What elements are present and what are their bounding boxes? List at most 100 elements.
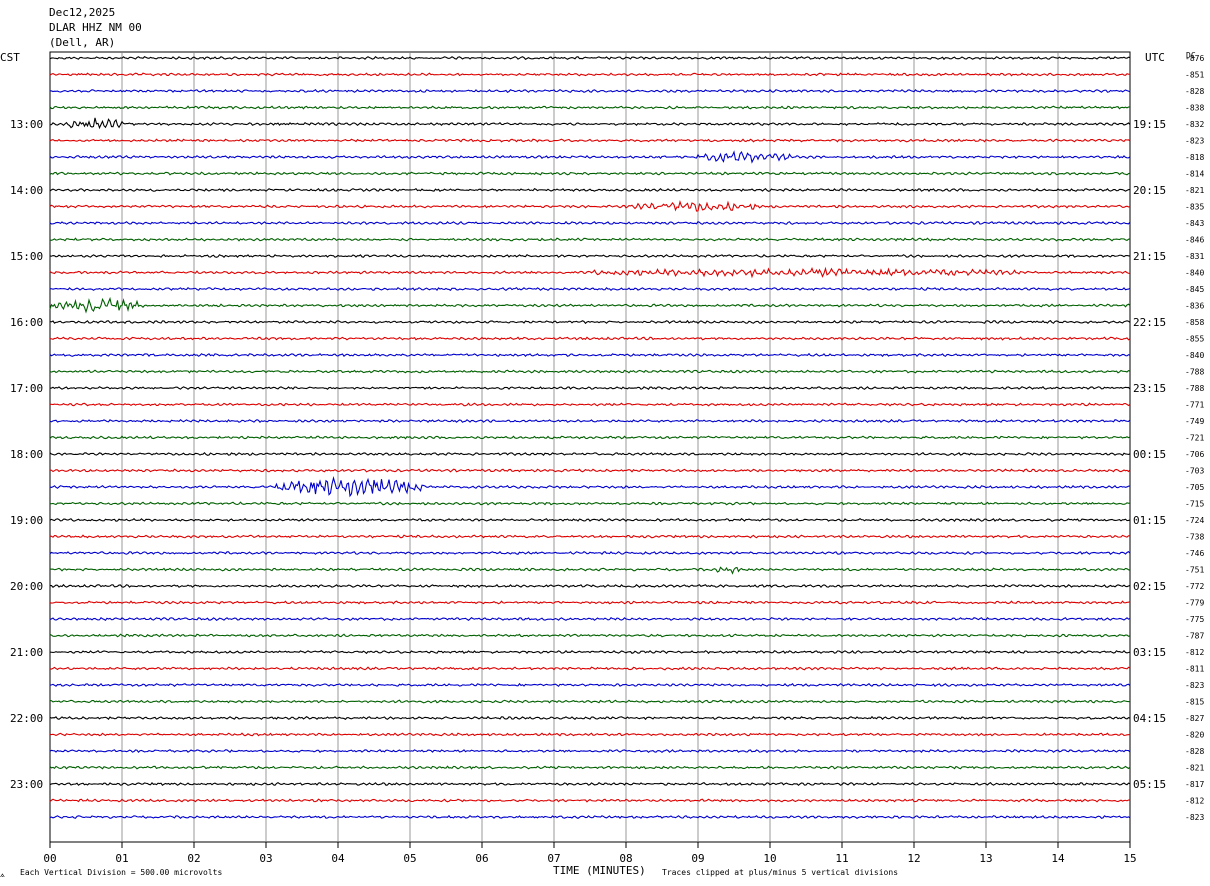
utc-hour-label: 01:15 (1133, 514, 1166, 527)
dc-offset-value: -823 (1185, 681, 1204, 690)
x-axis-ticks: 00 01 02 03 04 05 06 07 08 09 10 11 12 13 14 15 (43, 842, 1137, 865)
seismic-trace (49, 501, 1131, 506)
plot-frame (49, 51, 1131, 843)
left-timezone-label: CST (0, 51, 20, 64)
x-tick-label: 10 (763, 852, 776, 865)
seismic-trace (49, 237, 1131, 242)
seismic-trace (49, 296, 1131, 314)
utc-hour-label: 02:15 (1133, 580, 1166, 593)
x-tick-label: 15 (1123, 852, 1136, 865)
station-channel: DLAR HHZ NM 00 (49, 21, 142, 34)
dc-offset-value: -787 (1185, 632, 1204, 641)
x-tick-label: 01 (115, 852, 128, 865)
dc-offset-value: -703 (1185, 467, 1204, 476)
x-tick-label: 06 (475, 852, 488, 865)
x-tick-label: 07 (547, 852, 560, 865)
dc-offset-value: -820 (1185, 731, 1204, 740)
seismic-trace (49, 566, 1131, 575)
x-tick-label: 14 (1051, 852, 1065, 865)
seismic-trace (49, 369, 1131, 374)
dc-offset-value: -821 (1185, 186, 1204, 195)
seismic-trace (49, 138, 1131, 143)
dc-offset-value: -721 (1185, 434, 1204, 443)
seismic-trace (49, 253, 1131, 259)
seismic-trace (49, 583, 1131, 589)
cst-hour-label: 17:00 (10, 382, 43, 395)
dc-offset-value: -738 (1185, 533, 1204, 542)
dc-offset-value: -771 (1185, 401, 1204, 410)
seismic-trace (49, 385, 1131, 391)
dc-offset-labels: -876 -851 -828 -838 -832 -823 -818 -814 -821 -835… (1185, 54, 1204, 822)
corner-mark-icon: ⟑ (0, 870, 5, 879)
seismic-trace (49, 814, 1131, 820)
x-tick-label: 03 (259, 852, 272, 865)
seismic-trace (49, 468, 1131, 473)
header-block: Dec12,2025 DLAR HHZ NM 00 (Dell, AR) (49, 6, 142, 49)
seismic-trace (49, 72, 1131, 77)
dc-offset-value: -779 (1185, 599, 1204, 608)
utc-hour-label: 03:15 (1133, 646, 1166, 659)
dc-offset-value: -823 (1185, 137, 1204, 146)
x-tick-label: 12 (907, 852, 920, 865)
dc-offset-value: -818 (1185, 153, 1204, 162)
dc-offset-value: -815 (1185, 698, 1204, 707)
dc-offset-value: -749 (1185, 417, 1204, 426)
dc-offset-value: -823 (1185, 813, 1204, 822)
utc-hour-label: 19:15 (1133, 118, 1166, 131)
dc-offset-value: -840 (1185, 269, 1204, 278)
utc-hour-label: 23:15 (1133, 382, 1166, 395)
dc-offset-value: -751 (1185, 566, 1204, 575)
seismic-trace (49, 117, 1131, 130)
record-date: Dec12,2025 (49, 6, 115, 19)
dc-offset-value: -835 (1185, 203, 1204, 212)
dc-offset-value: -706 (1185, 450, 1204, 459)
cst-hour-label: 18:00 (10, 448, 43, 461)
seismic-trace (49, 715, 1131, 721)
seismic-trace (49, 199, 1131, 212)
seismic-trace (49, 220, 1131, 225)
dc-offset-value: -724 (1185, 516, 1204, 525)
dc-offset-value: -775 (1185, 615, 1204, 624)
dc-offset-value: -838 (1185, 104, 1204, 113)
dc-offset-value: -845 (1185, 285, 1204, 294)
seismic-trace (49, 105, 1131, 110)
right-hour-labels: 19:15 20:15 21:15 22:15 23:15 00:15 01:15 02:15… (1133, 118, 1166, 791)
dc-offset-value: -746 (1185, 549, 1204, 558)
dc-offset-value: -843 (1185, 219, 1204, 228)
x-axis-title: TIME (MINUTES) (553, 864, 646, 877)
seismic-trace (49, 682, 1131, 688)
seismic-trace (49, 286, 1131, 292)
cst-hour-label: 20:00 (10, 580, 43, 593)
seismic-trace (49, 88, 1131, 93)
seismic-trace (49, 435, 1131, 440)
cst-hour-label: 14:00 (10, 184, 43, 197)
seismic-trace (49, 336, 1131, 341)
dc-offset-value: -812 (1185, 648, 1204, 657)
seismic-trace (49, 55, 1131, 61)
x-tick-label: 04 (331, 852, 345, 865)
dc-offset-value: -855 (1185, 335, 1204, 344)
dc-offset-value: -840 (1185, 351, 1204, 360)
cst-hour-label: 23:00 (10, 778, 43, 791)
seismic-trace (49, 517, 1131, 523)
trace-lines (49, 55, 1131, 820)
cst-hour-label: 22:00 (10, 712, 43, 725)
dc-offset-value: -832 (1185, 120, 1204, 129)
dc-offset-value: -828 (1185, 87, 1204, 96)
seismic-trace (49, 187, 1131, 193)
seismic-trace (49, 633, 1131, 638)
seismic-trace (49, 781, 1131, 787)
minute-gridlines (121, 52, 1059, 842)
seismic-trace (49, 732, 1131, 737)
left-hour-labels: 13:00 14:00 15:00 16:00 17:00 18:00 19:00 20:00… (10, 118, 43, 791)
utc-hour-label: 00:15 (1133, 448, 1166, 461)
dc-offset-value: -821 (1185, 764, 1204, 773)
dc-offset-value: -858 (1185, 318, 1204, 327)
seismic-trace (49, 319, 1131, 325)
seismic-trace (49, 550, 1131, 556)
dc-offset-value: -715 (1185, 500, 1204, 509)
seismic-trace (49, 352, 1131, 358)
seismic-trace (49, 600, 1131, 605)
seismic-trace (49, 418, 1131, 424)
seismic-trace (49, 666, 1131, 671)
